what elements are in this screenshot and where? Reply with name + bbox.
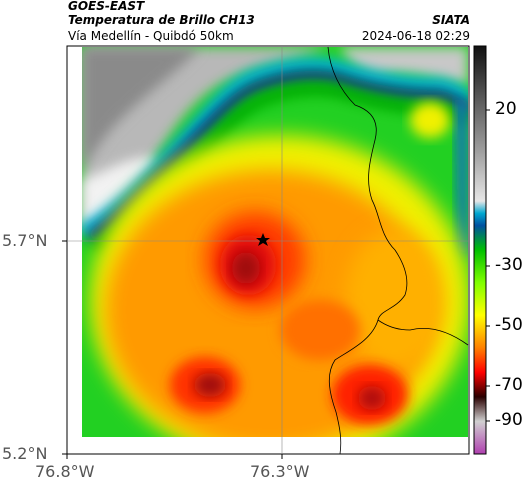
lat-label-5.2: 5.2°N [2, 444, 48, 463]
brightness-temperature-field [82, 47, 468, 437]
region-subtitle: Vía Medellín - Quibdó 50km [68, 29, 234, 43]
lon-label-76.3: 76.3°W [250, 462, 310, 481]
lat-label-5.7: 5.7°N [2, 231, 48, 250]
department-boundary [327, 46, 469, 455]
colorbar-tick-20: 20 [495, 99, 517, 119]
colorbar [473, 45, 487, 455]
lon-label-76.8: 76.8°W [35, 462, 95, 481]
product-title: Temperatura de Brillo CH13 [68, 13, 255, 27]
colorbar-tick-minus70: -70 [495, 375, 523, 395]
colorbar-tick-minus90: -90 [495, 410, 523, 430]
colorbar-tick-minus30: -30 [495, 255, 523, 275]
colorbar-tick-minus50: -50 [495, 315, 523, 335]
timestamp: 2024-06-18 02:29 [361, 29, 470, 43]
brand-label: SIATA [432, 13, 470, 27]
source-title: GOES-EAST [68, 0, 145, 13]
star-icon [256, 233, 270, 246]
